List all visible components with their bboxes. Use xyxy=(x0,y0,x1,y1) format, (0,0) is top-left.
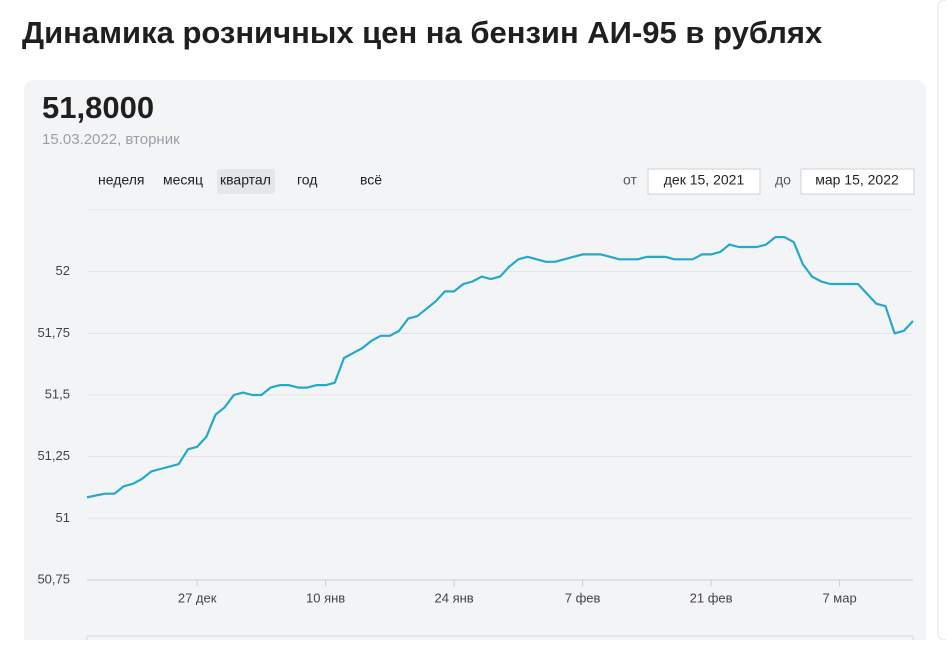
range-selected-bg xyxy=(217,169,275,194)
current-value: 51,8000 xyxy=(42,90,154,125)
y-tick-label: 51 xyxy=(56,510,70,525)
to-label: до xyxy=(775,172,791,188)
x-tick-label: 10 янв xyxy=(306,590,345,605)
y-tick-label: 50,75 xyxy=(37,571,70,586)
range-button[interactable]: квартал xyxy=(220,172,271,188)
to-input[interactable] xyxy=(800,168,915,195)
from-label: от xyxy=(623,172,637,188)
x-tick-label: 27 дек xyxy=(178,590,217,605)
x-tick-label: 7 мар xyxy=(822,590,856,605)
to-date: мар 15, 2022 xyxy=(815,172,899,188)
range-button[interactable]: месяц xyxy=(163,172,203,188)
x-tick-label: 21 фев xyxy=(690,590,733,605)
price-line xyxy=(86,236,914,499)
current-date: 15.03.2022, вторник xyxy=(42,131,180,148)
chart-card xyxy=(24,80,926,645)
range-button[interactable]: всё xyxy=(360,172,382,188)
y-tick-label: 51,5 xyxy=(45,386,70,401)
from-date: дек 15, 2021 xyxy=(664,172,745,188)
x-tick-label: 7 фев xyxy=(565,590,601,605)
y-tick-label: 51,75 xyxy=(37,325,70,340)
page-title: Динамика розничных цен на бензин АИ-95 в… xyxy=(22,15,823,50)
from-input[interactable] xyxy=(647,168,761,195)
x-tick-label: 24 янв xyxy=(435,590,474,605)
range-button[interactable]: неделя xyxy=(98,172,144,188)
range-buttons: неделя месяц квартал год всё xyxy=(98,169,382,194)
plot: 50,75 51 51,25 51,5 51,75 52 27 дек 10 янв 24 ян… xyxy=(37,236,914,605)
y-tick-label: 52 xyxy=(56,263,70,278)
range-button[interactable]: год xyxy=(297,172,317,188)
y-tick-label: 51,25 xyxy=(37,448,70,463)
